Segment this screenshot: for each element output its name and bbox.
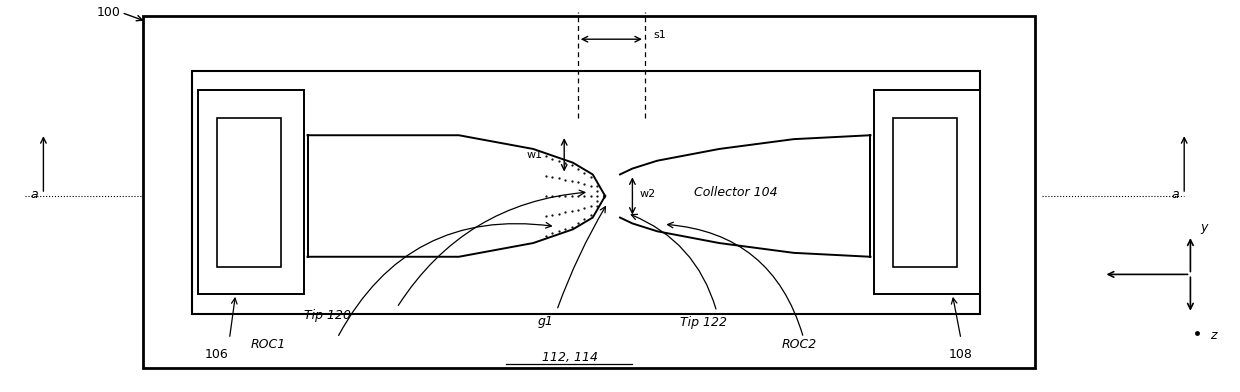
Text: 100: 100 — [97, 6, 120, 19]
Text: Collector 104: Collector 104 — [694, 185, 777, 199]
Text: w1: w1 — [527, 150, 543, 160]
Bar — [192, 71, 980, 314]
Text: a: a — [31, 187, 38, 201]
Text: Tip 122: Tip 122 — [680, 316, 727, 329]
Text: 108: 108 — [949, 348, 973, 361]
Bar — [217, 118, 281, 267]
Text: w2: w2 — [640, 189, 656, 199]
Text: a: a — [1172, 187, 1179, 201]
Text: 112, 114: 112, 114 — [542, 351, 599, 364]
Text: z: z — [1210, 328, 1216, 342]
Text: ROC1: ROC1 — [250, 338, 285, 352]
Text: Tip 120: Tip 120 — [304, 309, 351, 322]
Bar — [143, 16, 1035, 368]
Bar — [893, 118, 957, 267]
Text: y: y — [1200, 221, 1208, 234]
Text: g1: g1 — [538, 315, 553, 328]
Bar — [198, 90, 304, 294]
Text: s1: s1 — [653, 30, 666, 40]
Text: ROC2: ROC2 — [781, 338, 816, 352]
Text: 106: 106 — [205, 348, 229, 361]
Bar — [874, 90, 980, 294]
